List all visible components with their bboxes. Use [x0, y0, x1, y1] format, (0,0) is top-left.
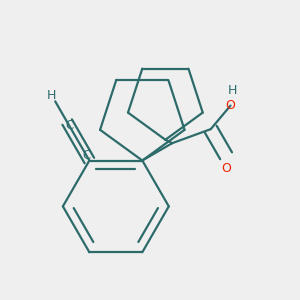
Text: O: O: [226, 99, 236, 112]
Text: H: H: [227, 84, 237, 97]
Text: C: C: [82, 149, 91, 162]
Text: H: H: [47, 89, 56, 102]
Text: O: O: [221, 162, 231, 175]
Text: C: C: [66, 119, 74, 132]
